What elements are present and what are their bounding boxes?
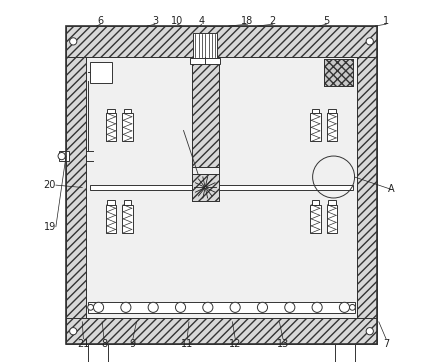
Circle shape [285, 302, 295, 313]
Bar [357, 57, 377, 318]
Text: 21: 21 [77, 339, 89, 348]
Circle shape [70, 38, 77, 45]
Circle shape [366, 327, 373, 335]
Bar [194, 33, 217, 58]
Text: 11: 11 [181, 339, 193, 348]
Text: 3: 3 [152, 16, 158, 25]
Text: 6: 6 [97, 16, 103, 25]
Bar [66, 26, 377, 57]
Bar [192, 174, 219, 201]
Circle shape [350, 305, 355, 310]
Bar [311, 109, 319, 113]
Text: 20: 20 [43, 180, 56, 190]
Bar [106, 205, 116, 233]
Bar [66, 26, 377, 344]
Circle shape [175, 302, 186, 313]
Circle shape [148, 302, 158, 313]
Bar [124, 109, 132, 113]
Text: 9: 9 [130, 339, 136, 348]
Bar [328, 200, 336, 205]
Bar [192, 174, 219, 201]
Bar [324, 58, 354, 86]
Text: 7: 7 [383, 339, 389, 348]
Circle shape [58, 152, 65, 160]
Circle shape [88, 305, 93, 310]
Text: 12: 12 [229, 339, 241, 348]
Bar [328, 109, 336, 113]
Bar [107, 109, 115, 113]
Text: 13: 13 [277, 339, 289, 348]
Bar [311, 205, 321, 233]
Circle shape [70, 327, 77, 335]
Bar [88, 344, 108, 362]
Bar [66, 318, 377, 344]
Bar [66, 57, 86, 318]
Circle shape [203, 302, 213, 313]
Text: 19: 19 [43, 222, 56, 232]
Circle shape [93, 302, 104, 313]
Text: 10: 10 [171, 16, 183, 25]
Bar [122, 205, 132, 233]
Text: 5: 5 [323, 16, 330, 25]
Circle shape [366, 38, 373, 45]
Bar [190, 58, 220, 64]
Bar [59, 151, 69, 161]
Bar [124, 200, 132, 205]
Bar [327, 113, 337, 142]
Text: 8: 8 [101, 339, 107, 348]
Bar [311, 113, 321, 142]
Text: 2: 2 [270, 16, 276, 25]
Circle shape [121, 302, 131, 313]
Bar [311, 200, 319, 205]
Bar [66, 57, 86, 318]
Bar [88, 302, 355, 313]
Bar [335, 344, 355, 362]
Circle shape [257, 302, 268, 313]
Bar [66, 26, 377, 57]
Circle shape [312, 302, 322, 313]
Text: 18: 18 [241, 16, 254, 25]
Text: 1: 1 [383, 16, 389, 25]
Bar [324, 58, 354, 86]
Bar [89, 184, 354, 190]
Bar [357, 57, 377, 318]
Bar [86, 57, 357, 318]
Bar [66, 57, 86, 318]
Text: 4: 4 [198, 16, 205, 25]
Bar [192, 57, 219, 167]
Bar [192, 57, 219, 167]
Bar [357, 57, 377, 318]
Text: A: A [388, 184, 395, 195]
Bar [106, 113, 116, 142]
Bar [192, 57, 219, 167]
Circle shape [230, 302, 240, 313]
Bar [327, 205, 337, 233]
Bar [107, 200, 115, 205]
Bar [66, 26, 377, 57]
Bar [192, 174, 219, 201]
Bar [66, 318, 377, 344]
Bar [122, 113, 132, 142]
Circle shape [339, 302, 350, 313]
Bar [89, 62, 112, 83]
Bar [324, 58, 354, 86]
Bar [66, 318, 377, 344]
